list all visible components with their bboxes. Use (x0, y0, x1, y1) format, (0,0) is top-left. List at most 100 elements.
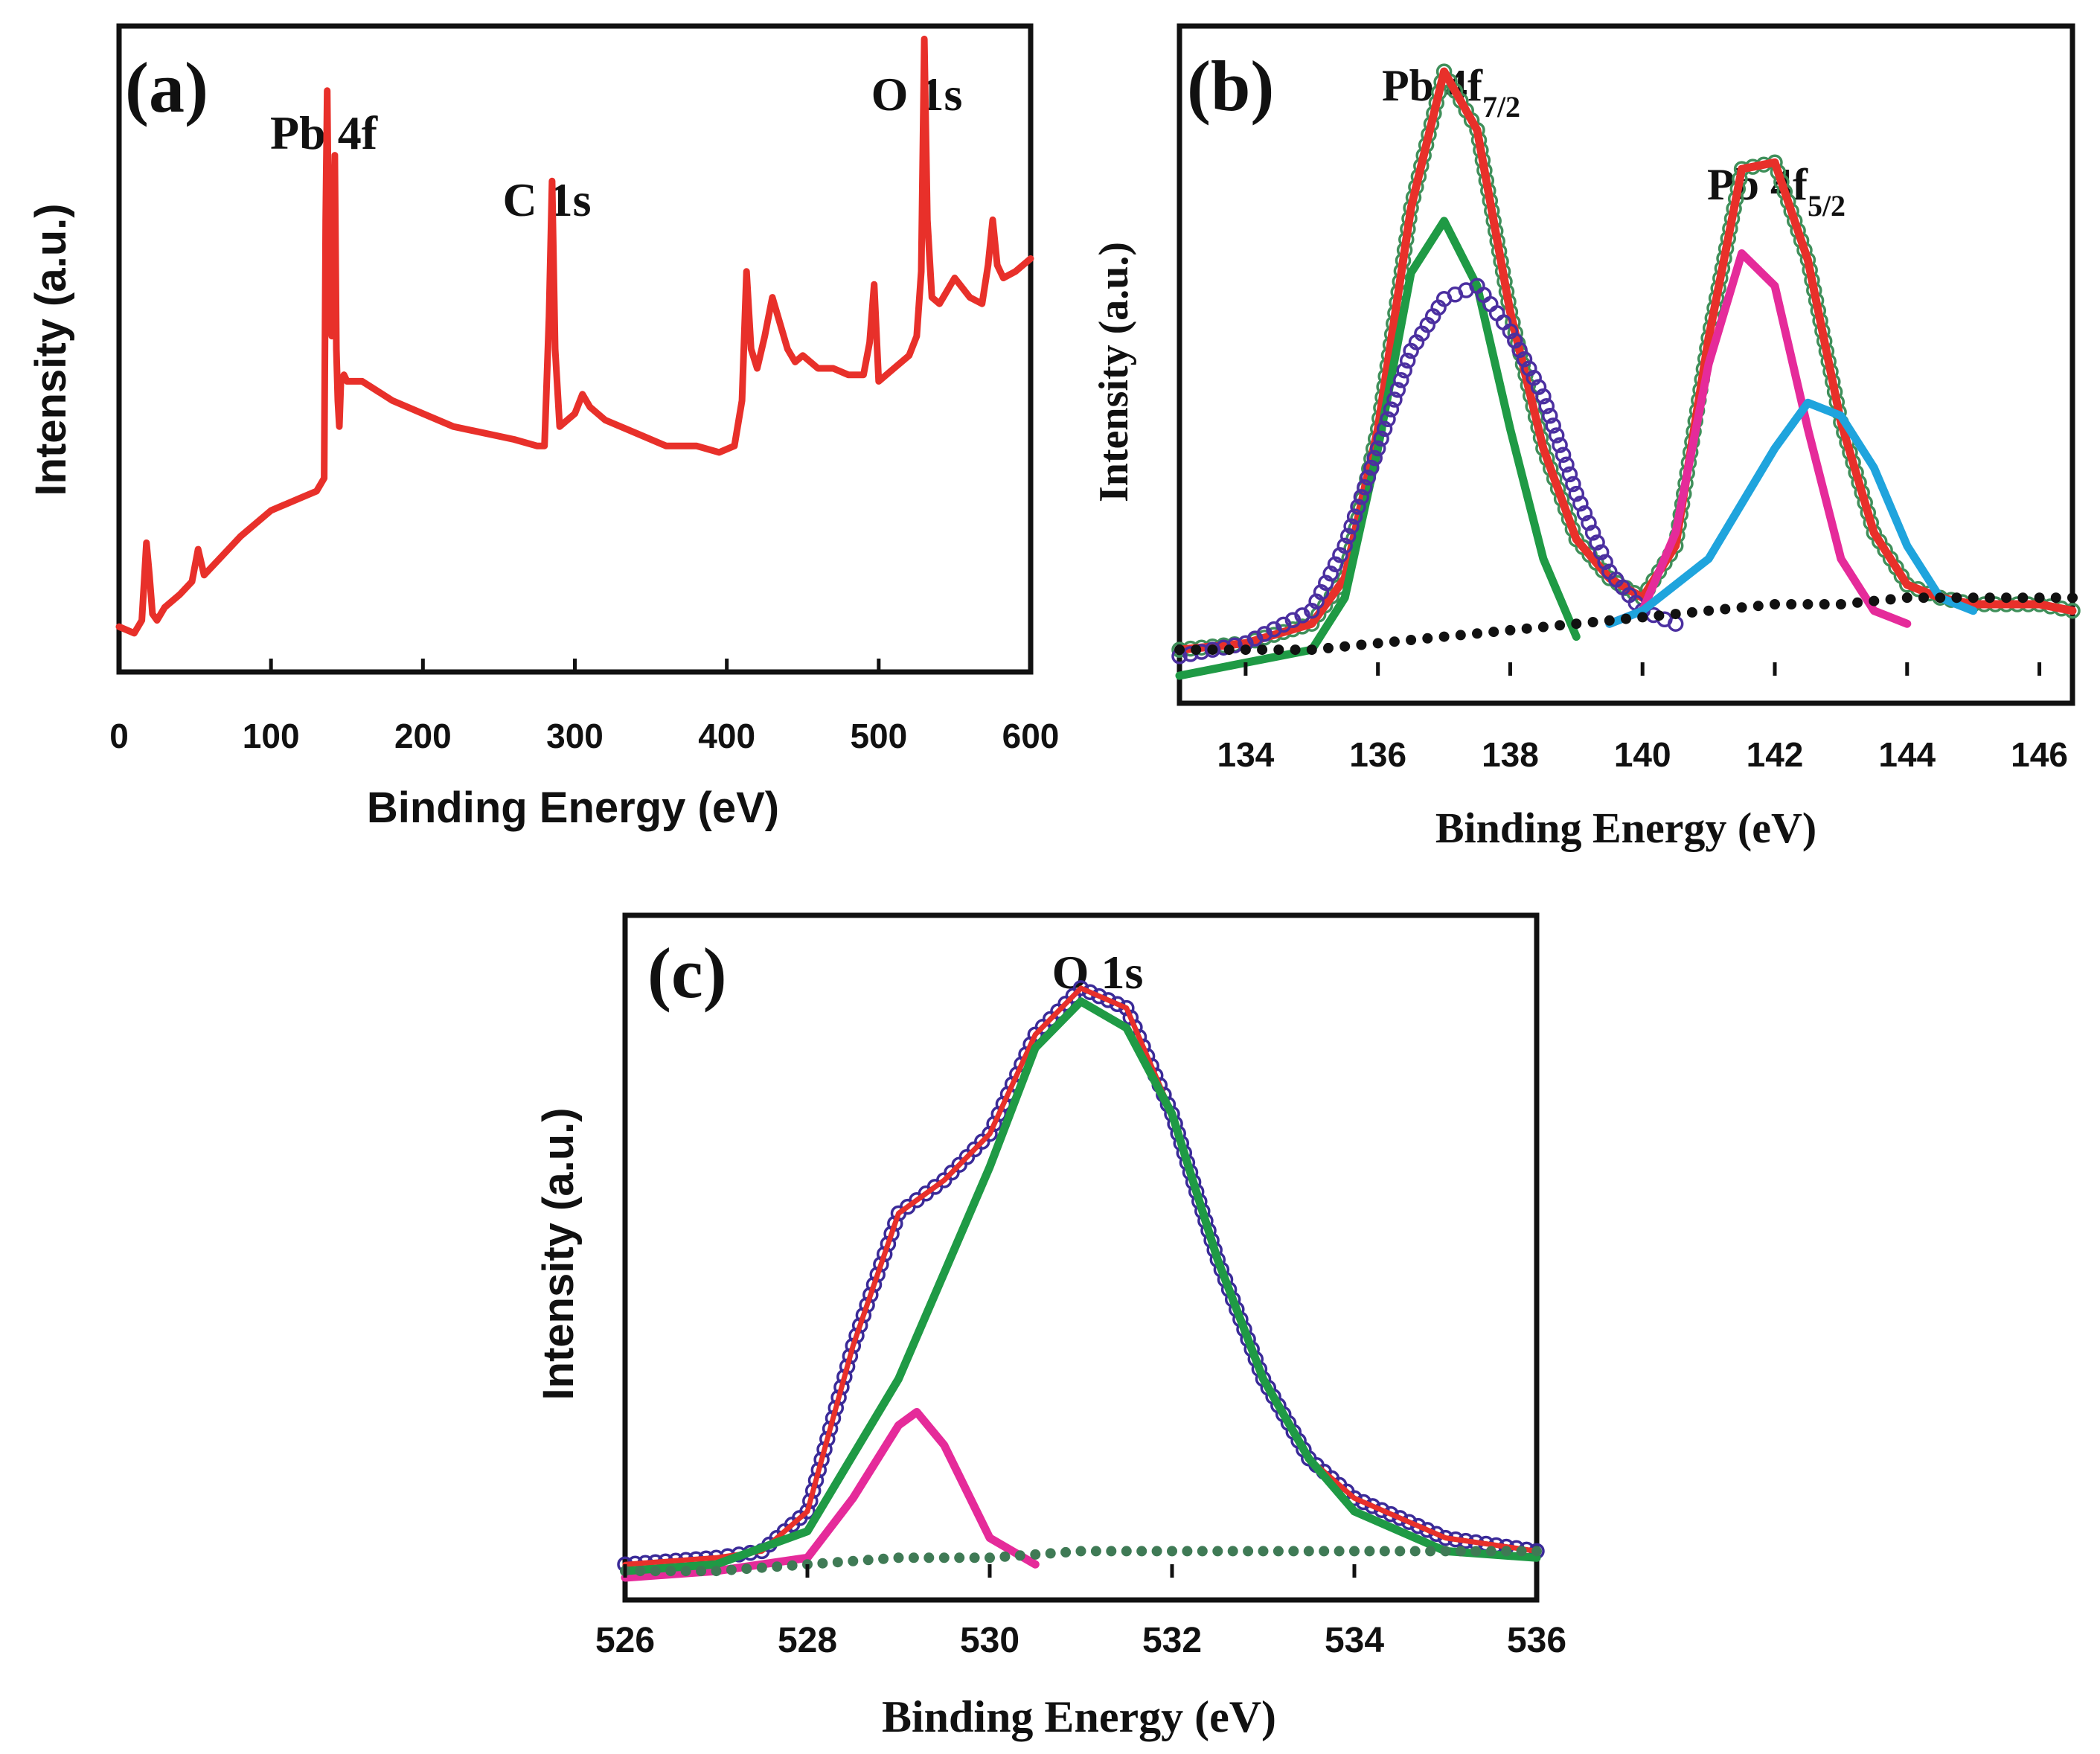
data-point (696, 1566, 707, 1577)
data-point (1951, 592, 1962, 604)
data-point (1786, 599, 1797, 609)
data-point (1366, 449, 1383, 467)
data-point (1336, 537, 1353, 554)
data-point (2034, 592, 2045, 604)
data-point (1852, 597, 1863, 608)
data-point (1918, 592, 1929, 604)
data-point (772, 1561, 783, 1572)
data-point (1419, 1522, 1435, 1538)
data-point (1558, 456, 1575, 473)
xtick-label: 138 (1482, 735, 1539, 774)
series-line (115, 35, 1034, 637)
data-point (985, 1552, 995, 1563)
data-point (1409, 1546, 1421, 1557)
data-point (1511, 342, 1528, 359)
data-point (1257, 644, 1268, 656)
data-point (1440, 1546, 1451, 1557)
data-point (1568, 485, 1585, 502)
data-point (1288, 1546, 1299, 1557)
data-point (1485, 1546, 1496, 1557)
panel-a-xlabel: Binding Energy (eV) (367, 784, 779, 832)
data-point (1197, 1546, 1208, 1557)
data-point (1425, 1546, 1436, 1557)
panel-a-frame (116, 23, 1034, 675)
data-point (1380, 411, 1396, 427)
data-point (1369, 440, 1386, 457)
data-point (1266, 621, 1282, 638)
data-point (1207, 644, 1218, 656)
series-raw-data (1171, 63, 2081, 658)
data-point (1273, 1546, 1284, 1557)
data-point (1703, 605, 1715, 616)
xtick-label: 0 (109, 717, 129, 755)
data-point (1621, 613, 1631, 624)
data-point (2001, 592, 2012, 604)
panel-c-label: (c) (647, 933, 727, 1013)
series-survey-spectrum (115, 35, 1034, 637)
data-point (2017, 592, 2029, 604)
panel-c-frame (622, 912, 1540, 1603)
series-line (1605, 249, 1912, 628)
data-point (1334, 1546, 1345, 1557)
series-line (1175, 67, 2077, 654)
data-point (1637, 612, 1648, 623)
data-point (1869, 595, 1880, 606)
data-point (1339, 528, 1357, 545)
data-point (817, 1558, 828, 1569)
data-point (1545, 417, 1561, 434)
data-point (1395, 1546, 1406, 1557)
xtick-label: 600 (1002, 717, 1060, 755)
data-point (1516, 1546, 1527, 1557)
data-point (1014, 1550, 1025, 1561)
panel-b-xlabel: Binding Energy (eV) (1435, 804, 1816, 852)
series-line (622, 985, 1540, 1567)
panel-b-peak-label-sub: 5/2 (1808, 189, 1845, 223)
xtick-label: 136 (1349, 735, 1406, 774)
data-point (1290, 644, 1301, 656)
data-point (1294, 607, 1310, 624)
data-point (1542, 408, 1558, 424)
xtick-label: 530 (960, 1621, 1019, 1660)
data-point (635, 1566, 646, 1577)
data-point (1472, 628, 1482, 639)
data-point (1901, 592, 1912, 604)
data-point (1313, 584, 1330, 601)
data-point (1109, 996, 1126, 1013)
data-point (1363, 459, 1380, 476)
data-point (1670, 609, 1681, 620)
panel-a-peak-label: C 1s (502, 173, 591, 226)
data-point (1118, 999, 1135, 1017)
data-point (1383, 401, 1400, 417)
data-point (1984, 592, 1995, 604)
data-point (711, 1566, 722, 1577)
series-pb-4f5-2-component-2 (1605, 398, 1978, 628)
data-point (1082, 984, 1098, 1000)
xtick-label: 500 (850, 717, 907, 755)
data-point (1204, 641, 1221, 658)
series-line (1605, 398, 1978, 628)
data-point (1243, 1546, 1254, 1557)
data-point (1835, 599, 1846, 609)
data-point (1122, 1009, 1139, 1026)
data-point (1322, 566, 1339, 582)
data-point (1507, 333, 1523, 349)
data-point (1353, 489, 1370, 505)
data-point (1376, 420, 1393, 438)
data-point (680, 1566, 691, 1577)
data-point (1339, 641, 1351, 652)
data-point (1090, 1546, 1101, 1557)
data-point (1597, 554, 1613, 570)
data-point (1819, 599, 1830, 609)
xtick-label: 144 (1878, 735, 1936, 774)
data-point (1393, 372, 1409, 388)
data-point (1686, 606, 1697, 618)
data-point (756, 1562, 767, 1573)
series-pb-4f7-2-component-2 (1171, 278, 1684, 665)
data-point (1538, 397, 1555, 415)
data-point (1555, 446, 1572, 463)
data-point (1389, 636, 1400, 647)
data-point (1045, 1548, 1056, 1559)
data-point (923, 1552, 935, 1563)
xtick-label: 400 (698, 717, 755, 755)
data-point (908, 1552, 919, 1563)
